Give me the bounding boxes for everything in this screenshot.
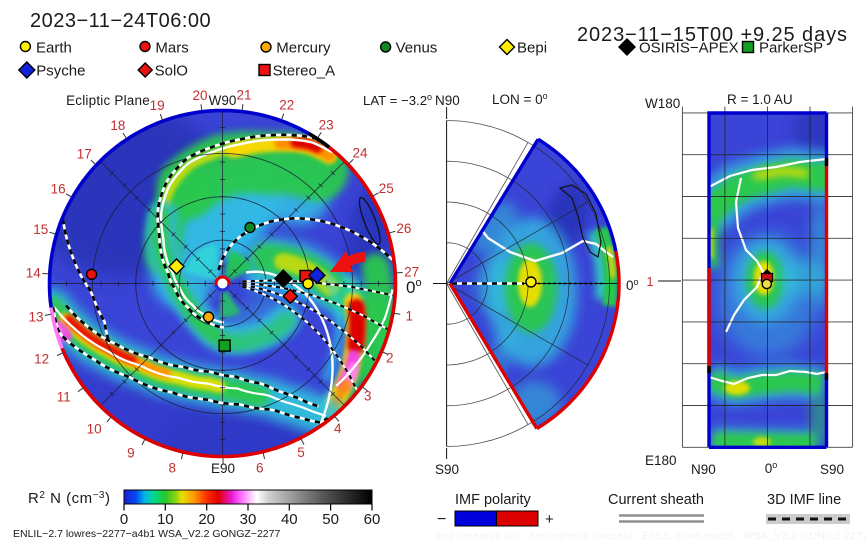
svg-text:−: − [437, 511, 446, 528]
svg-text:12: 12 [34, 352, 49, 367]
svg-text:W90: W90 [209, 93, 237, 108]
svg-text:50: 50 [322, 511, 339, 528]
svg-text:19: 19 [150, 98, 165, 113]
svg-text:18: 18 [110, 118, 125, 133]
svg-text:20: 20 [192, 88, 207, 103]
svg-text:+: + [545, 511, 554, 528]
svg-text:3D IMF line: 3D IMF line [767, 492, 841, 508]
svg-text:LON = 0o: LON = 0o [492, 91, 548, 107]
svg-text:1: 1 [647, 275, 654, 289]
svg-text:40: 40 [281, 511, 298, 528]
svg-text:exp research aid · heliospheri: exp research aid · heliospheric forecast… [437, 530, 865, 542]
svg-text:2023−11−15T00 +9.25 days: 2023−11−15T00 +9.25 days [577, 24, 848, 46]
svg-text:SolO: SolO [155, 63, 188, 80]
svg-text:R = 1.0 AU: R = 1.0 AU [727, 92, 793, 107]
svg-text:60: 60 [364, 511, 381, 528]
svg-text:Bepi: Bepi [517, 40, 547, 57]
svg-text:2023−11−24T06:00: 2023−11−24T06:00 [30, 10, 211, 32]
svg-text:14: 14 [26, 266, 42, 281]
svg-text:OSIRIS−APEX: OSIRIS−APEX [639, 40, 739, 57]
svg-text:E180: E180 [645, 453, 677, 468]
svg-text:N90: N90 [435, 93, 460, 108]
svg-text:0: 0 [120, 511, 128, 528]
svg-text:3: 3 [364, 389, 372, 404]
svg-text:Stereo_A: Stereo_A [273, 63, 336, 80]
svg-text:13: 13 [28, 309, 43, 324]
svg-text:9: 9 [127, 446, 135, 461]
svg-text:4: 4 [334, 421, 342, 436]
svg-text:Current sheath: Current sheath [608, 492, 704, 508]
svg-text:ParkerSP: ParkerSP [759, 40, 823, 57]
svg-text:22: 22 [279, 98, 294, 113]
svg-text:17: 17 [77, 146, 92, 161]
svg-text:10: 10 [157, 511, 174, 528]
svg-text:Ecliptic Plane: Ecliptic Plane [66, 93, 150, 108]
svg-text:Venus: Venus [396, 40, 438, 57]
svg-text:24: 24 [352, 146, 368, 161]
svg-text:21: 21 [236, 88, 251, 103]
svg-text:25: 25 [379, 181, 394, 196]
svg-text:10: 10 [87, 422, 102, 437]
svg-text:27: 27 [404, 264, 419, 279]
svg-text:16: 16 [51, 182, 66, 197]
svg-text:5: 5 [297, 445, 305, 460]
svg-text:Earth: Earth [36, 40, 72, 57]
svg-text:2: 2 [386, 351, 394, 366]
svg-text:Mars: Mars [155, 40, 188, 57]
svg-text:8: 8 [169, 461, 177, 476]
svg-text:IMF polarity: IMF polarity [455, 492, 531, 508]
svg-text:Psyche: Psyche [36, 63, 85, 80]
svg-text:S90: S90 [820, 462, 844, 477]
svg-text:6: 6 [256, 460, 264, 475]
svg-text:W180: W180 [645, 96, 680, 111]
svg-text:1: 1 [405, 308, 413, 323]
svg-text:E90: E90 [211, 461, 235, 476]
svg-text:S90: S90 [435, 462, 459, 477]
svg-text:15: 15 [33, 222, 48, 237]
svg-text:30: 30 [240, 511, 257, 528]
svg-text:20: 20 [198, 511, 215, 528]
svg-text:ENLIL−2.7 lowres−2277−a4b1 WSA: ENLIL−2.7 lowres−2277−a4b1 WSA_V2.2 GONG… [13, 528, 280, 540]
svg-text:R2 N (cm−3): R2 N (cm−3) [28, 490, 110, 507]
svg-text:Mercury: Mercury [276, 40, 331, 57]
svg-text:26: 26 [396, 221, 411, 236]
svg-text:23: 23 [319, 117, 334, 132]
svg-text:11: 11 [57, 390, 71, 405]
svg-text:LAT = −3.2o: LAT = −3.2o [363, 92, 432, 108]
svg-text:N90: N90 [691, 462, 716, 477]
